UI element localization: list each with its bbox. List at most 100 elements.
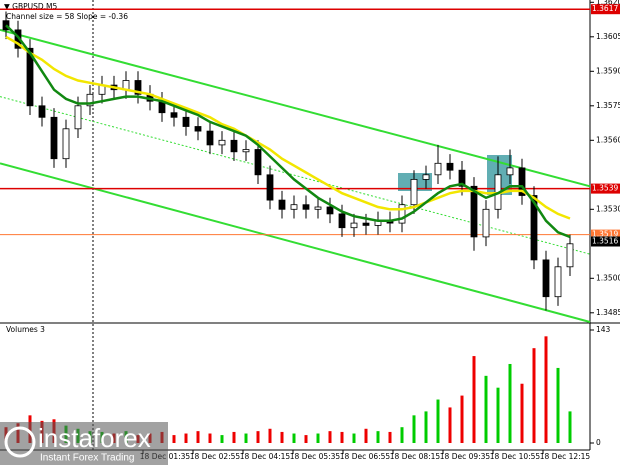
candle-body — [350, 222, 358, 229]
volume-bar — [508, 363, 512, 443]
candle-body — [26, 47, 34, 107]
volume-bar — [364, 428, 368, 443]
candle-body — [410, 178, 418, 206]
volume-tick-label: 0 — [596, 438, 601, 447]
candle-body — [290, 204, 298, 210]
watermark-tagline: Instant Forex Trading — [40, 453, 135, 464]
volume-bar — [496, 387, 500, 443]
volume-bar — [172, 435, 176, 443]
level-tag — [591, 4, 620, 15]
candle-body — [74, 105, 82, 130]
volume-bar — [328, 431, 332, 443]
volume-bar — [256, 431, 260, 443]
volume-bar — [448, 407, 452, 443]
volume-tick-label: 143 — [596, 325, 611, 334]
y-tick-label: 1.3500 — [596, 273, 620, 282]
volume-bar — [376, 431, 380, 443]
volume-bar — [412, 415, 416, 443]
volume-bar — [292, 433, 296, 443]
candle-body — [302, 204, 310, 210]
candle-body — [278, 199, 286, 210]
y-tick-label: 1.3605 — [596, 32, 620, 41]
x-tick-label: 18 Dec 04:15 — [240, 452, 291, 461]
volume-bar — [352, 433, 356, 443]
volume-label: Volumes 3 — [6, 325, 45, 334]
candle-body — [446, 162, 454, 171]
y-tick-label: 1.3620 — [596, 0, 620, 6]
volume-bar — [316, 433, 320, 443]
candle-body — [422, 174, 430, 180]
volume-bar — [220, 435, 224, 443]
candle-body — [338, 213, 346, 229]
candle-body — [182, 116, 190, 127]
level-tag — [591, 183, 620, 194]
moving-average — [5, 24, 571, 239]
volume-bar — [184, 433, 188, 443]
candle-body — [554, 266, 562, 298]
x-tick-label: 18 Dec 09:35 — [440, 452, 491, 461]
channel-line — [0, 28, 591, 188]
level-tag — [591, 236, 620, 247]
candle-body — [362, 222, 370, 226]
candle-body — [542, 259, 550, 298]
y-tick-label: 1.3575 — [596, 101, 620, 110]
candle-body — [86, 93, 94, 107]
x-tick-label: 18 Dec 08:15 — [390, 452, 441, 461]
volume-bar — [532, 348, 536, 443]
channel-line — [0, 162, 591, 323]
volume-bar — [400, 427, 404, 443]
volume-bar — [304, 435, 308, 443]
candle-body — [206, 130, 214, 146]
volume-bar — [244, 433, 248, 443]
volume-bar — [520, 383, 524, 443]
candle-body — [266, 174, 274, 201]
candle-body — [134, 80, 142, 95]
y-tick-label: 1.3560 — [596, 135, 620, 144]
level-label: 1.3617 — [592, 4, 618, 13]
volume-bar — [424, 411, 428, 443]
volume-bar — [388, 431, 392, 443]
candle-body — [50, 116, 58, 160]
volume-bar — [472, 356, 476, 443]
candle-body — [530, 195, 538, 261]
volume-bar — [436, 399, 440, 443]
volume-bar — [208, 433, 212, 443]
candle-body — [170, 112, 178, 118]
candle-body — [254, 149, 262, 176]
volume-bar — [196, 431, 200, 443]
watermark-logo — [4, 426, 36, 458]
candle-body — [218, 139, 226, 146]
level-label: 1.3519 — [592, 230, 618, 239]
volume-bar — [544, 336, 548, 443]
candle-body — [518, 167, 526, 196]
candle-body — [398, 204, 406, 224]
candle-body — [506, 167, 514, 176]
volume-bar — [280, 431, 284, 443]
candle-body — [230, 139, 238, 153]
candle-body — [326, 206, 334, 215]
volume-bar — [568, 411, 572, 443]
y-tick-label: 1.3485 — [596, 308, 620, 317]
candle-body — [470, 185, 478, 238]
x-tick-label: 18 Dec 02:55 — [190, 452, 241, 461]
volume-bar — [460, 395, 464, 443]
candle-body — [434, 162, 442, 176]
volume-bar — [484, 375, 488, 443]
level-label: 1.3539 — [592, 184, 618, 193]
x-tick-label: 18 Dec 05:35 — [290, 452, 341, 461]
volume-bar — [268, 428, 272, 443]
volume-bar — [340, 431, 344, 443]
level-tag — [591, 229, 620, 240]
volume-bar — [556, 367, 560, 443]
candle-body — [314, 206, 322, 210]
level-label: 1.3516 — [592, 237, 618, 246]
y-tick-label: 1.3590 — [596, 66, 620, 75]
chart-subtitle: Channel size = 58 Slope = -0.36 — [6, 12, 128, 21]
candle-body — [194, 126, 202, 132]
channel-mid — [0, 96, 591, 255]
y-tick-label: 1.3530 — [596, 204, 620, 213]
x-tick-label: 18 Dec 12:15 — [540, 452, 591, 461]
candle-body — [38, 105, 46, 118]
